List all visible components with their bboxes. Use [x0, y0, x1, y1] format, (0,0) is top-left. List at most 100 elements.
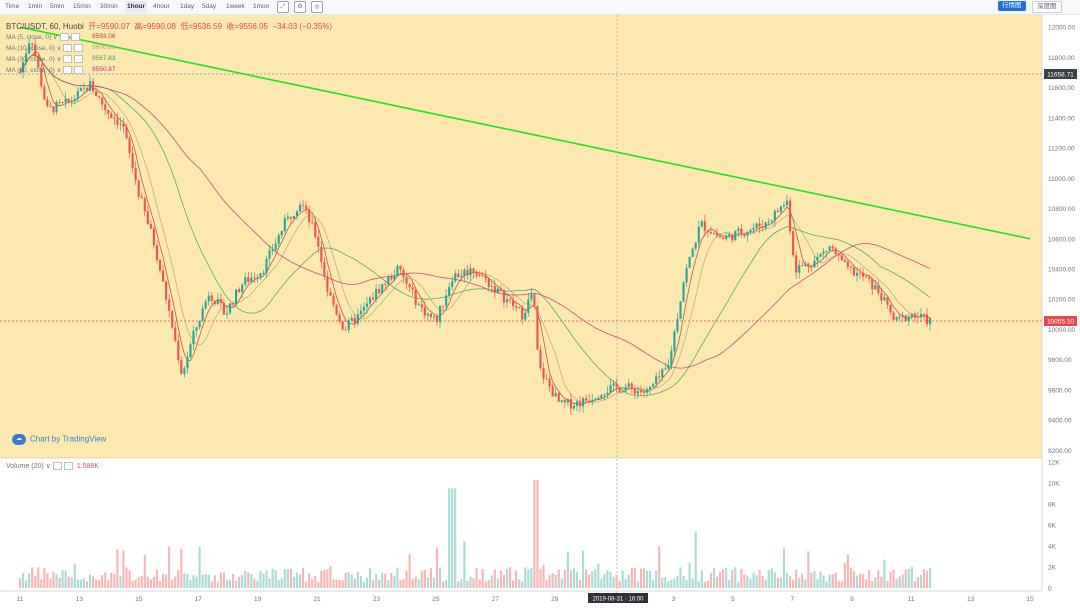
timeframe-15min[interactable]: 15min [73, 3, 91, 10]
candle-body [895, 316, 898, 320]
depth-view-button[interactable]: 深度图 [1032, 1, 1062, 13]
volume-bar [417, 579, 420, 588]
volume-bar [232, 573, 235, 588]
candle-body [420, 304, 423, 308]
candle-body [235, 289, 238, 305]
timeframe-4hour[interactable]: 4hour [153, 3, 170, 10]
settings-icon[interactable] [74, 55, 84, 64]
volume-bar [18, 578, 22, 588]
volume-bar [174, 576, 177, 588]
tradingview-attribution[interactable]: ☁ Chart by TradingView [12, 434, 106, 445]
volume-bar [225, 579, 229, 588]
eye-icon[interactable] [63, 66, 73, 75]
volume-bar [256, 580, 259, 588]
candle-body [636, 390, 639, 394]
eye-icon[interactable] [63, 44, 73, 53]
x-tick-label: 15 [1026, 596, 1034, 603]
eye-icon[interactable] [59, 33, 69, 42]
candle-body [533, 294, 536, 307]
volume-bar [423, 569, 426, 588]
price-chart[interactable]: 12000.00 11800.00 11600.00 11400.00 11200.00… [0, 15, 1080, 608]
candle-body [241, 284, 244, 293]
timeframe-1week[interactable]: 1week [226, 3, 245, 10]
candle-body [840, 255, 843, 261]
volume-bar [219, 572, 222, 588]
candle-body [697, 226, 700, 243]
ma60-legend[interactable]: MA (60, close, 0) ∨ 9550.87 [6, 66, 116, 75]
volume-bar [426, 577, 429, 588]
ma30-legend[interactable]: MA (30, close, 0) ∨ 9567.83 [6, 55, 116, 64]
eye-icon[interactable] [52, 462, 62, 471]
candle-body [338, 314, 341, 322]
candle-body [58, 102, 61, 103]
timeframe-1hour[interactable]: 1hour [125, 1, 148, 13]
candle-body [256, 277, 259, 278]
candle-body [597, 397, 600, 400]
candle-body [137, 180, 140, 197]
settings-icon[interactable] [74, 66, 84, 75]
settings-icon[interactable]: ⚙ [294, 1, 306, 13]
ma5-legend[interactable]: MA (5, close, 0) ∨ 9593.06 [6, 33, 116, 42]
volume-bar [852, 571, 856, 588]
candle-body [524, 312, 527, 320]
symbol-label: BTC/USDT, 60, Huobi [6, 22, 84, 31]
timeframe-5min[interactable]: 5min [50, 3, 65, 10]
volume-bar [843, 563, 846, 588]
settings-icon[interactable] [74, 44, 84, 53]
candle-body [292, 215, 295, 219]
ohlc-legend: BTC/USDT, 60, Huobi 开=9590.07 高=9590.08 … [6, 21, 332, 32]
candle-body [31, 43, 34, 45]
candle-body [423, 307, 426, 316]
volume-bar [326, 569, 329, 588]
candle-body [831, 246, 834, 249]
eye-icon[interactable] [63, 55, 73, 64]
candle-body [238, 289, 241, 293]
candle-body [615, 383, 618, 388]
volume-bar [387, 579, 390, 588]
volume-bar [862, 573, 865, 588]
volume-bar [682, 575, 685, 588]
timeframe-time[interactable]: Time [5, 3, 20, 10]
settings-icon[interactable] [63, 462, 73, 471]
candle-body [110, 113, 113, 119]
screenshot-icon[interactable]: ◎ [311, 1, 323, 13]
volume-bar [706, 580, 709, 588]
volume-bar [840, 580, 843, 588]
ma10-legend[interactable]: MA (10, close, 0) ∨ 9600.01 [6, 44, 116, 53]
candle-body [61, 102, 64, 104]
candle-body [426, 313, 429, 316]
x-tick-label: 25 [432, 596, 440, 603]
volume-bar [442, 581, 445, 588]
volume-bar [104, 572, 107, 588]
volume-bar [241, 574, 244, 588]
candle-body [679, 301, 682, 319]
settings-icon[interactable] [70, 33, 80, 42]
timeframe-1mon[interactable]: 1mon [253, 3, 270, 10]
volume-bar [228, 579, 232, 588]
volume-bar [919, 574, 923, 588]
candle-body [551, 386, 554, 397]
timeframe-1min[interactable]: 1min [28, 3, 43, 10]
volume-bar [341, 580, 344, 588]
volume-bar [347, 572, 350, 588]
volume-bar [490, 575, 493, 588]
volume-bar [91, 576, 95, 588]
candle-body [813, 260, 816, 268]
fullscreen-icon[interactable]: ⤢ [277, 1, 289, 13]
candle-body [192, 330, 195, 345]
ma60-value: 9550.87 [92, 66, 116, 73]
volume-bar [88, 574, 92, 588]
volume-bar [804, 579, 807, 588]
volume-bar [722, 569, 725, 588]
candle-body [545, 378, 548, 380]
candle-body [207, 295, 210, 302]
timeframe-5day[interactable]: 5day [202, 3, 217, 10]
candle-body [432, 316, 436, 318]
y-tick-label: 11200.00 [1048, 146, 1075, 153]
x-tick-label: 23 [373, 596, 381, 603]
timeframe-30min[interactable]: 30min [100, 3, 118, 10]
candle-body [585, 398, 588, 401]
candle-body [880, 292, 883, 301]
kline-view-button[interactable]: 行情图 [998, 1, 1026, 11]
timeframe-1day[interactable]: 1day [180, 3, 195, 10]
